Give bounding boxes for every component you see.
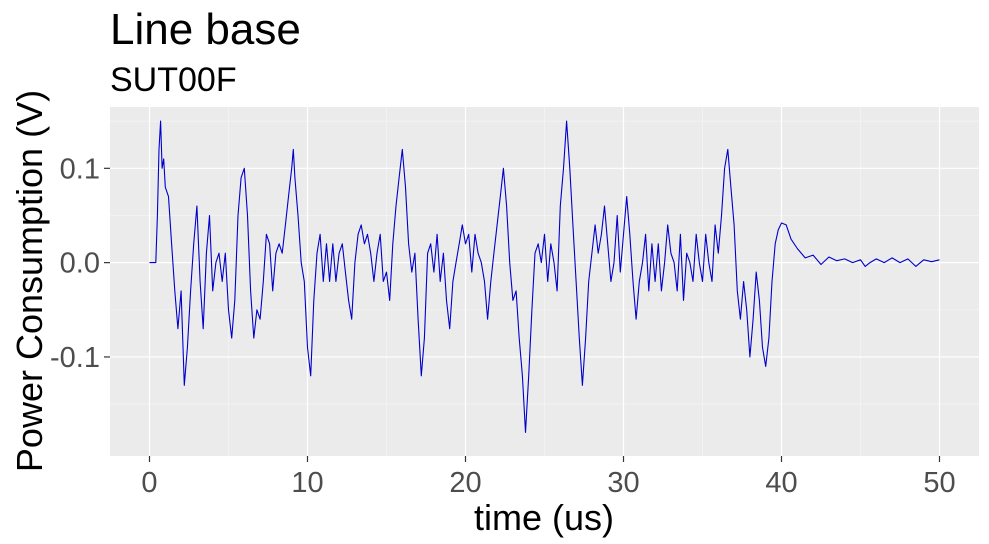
- y-axis-title: Power Consumption (V): [9, 90, 50, 472]
- y-tick-label: 0.0: [60, 248, 100, 280]
- series-layer: [149, 120, 940, 433]
- chart-subtitle: SUT00F: [110, 61, 237, 99]
- grid: [110, 107, 979, 456]
- axis-ticks: 0 10 20 30 40 50 -0.1 0.0 0.1: [50, 153, 956, 499]
- y-tick-label: -0.1: [50, 342, 100, 374]
- x-tick-label: 40: [765, 467, 797, 499]
- x-tick-label: 50: [923, 467, 955, 499]
- x-axis-title: time (us): [474, 497, 614, 538]
- x-tick-label: 30: [607, 467, 639, 499]
- y-tick-label: 0.1: [60, 153, 100, 185]
- chart-title: Line base: [110, 5, 301, 54]
- x-tick-label: 10: [291, 467, 323, 499]
- series-line: [149, 120, 940, 433]
- x-tick-label: 20: [449, 467, 481, 499]
- x-tick-label: 0: [141, 467, 157, 499]
